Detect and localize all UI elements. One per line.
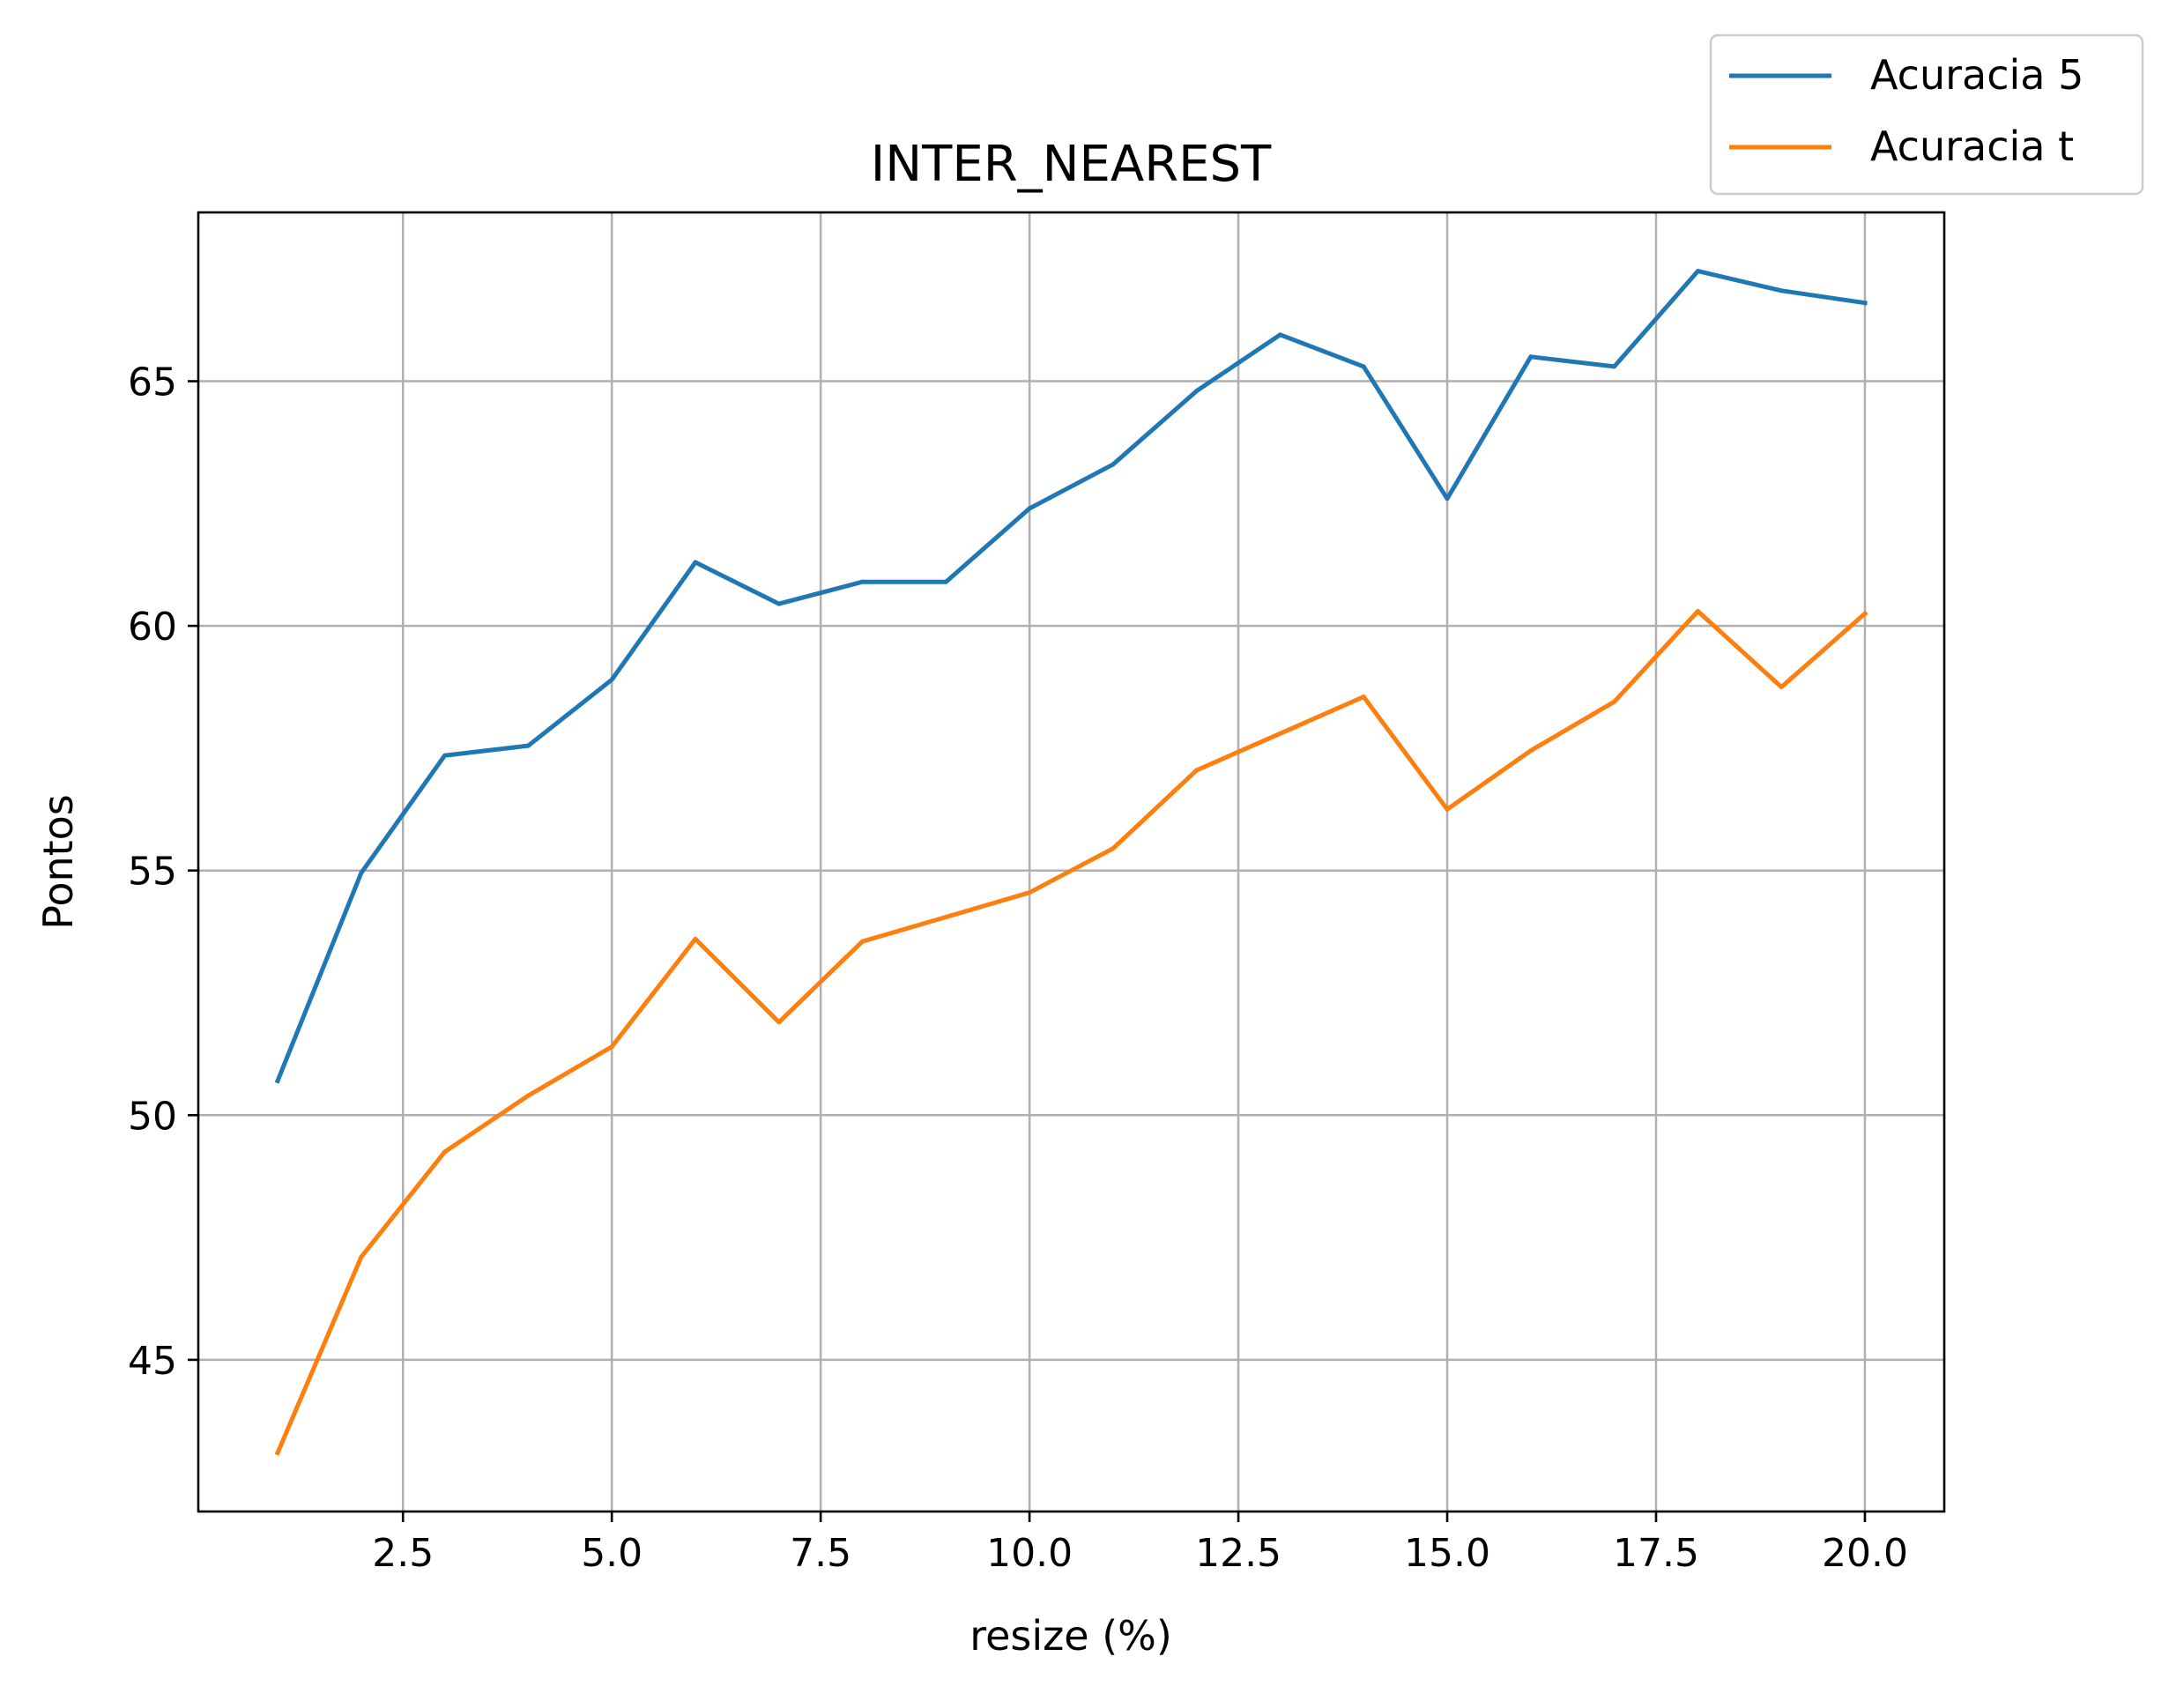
data-point-acuracia-5 (1027, 506, 1032, 511)
data-point-acuracia-5 (525, 743, 531, 748)
data-point-acuracia-t (1445, 806, 1450, 812)
x-tick-label-7-5: 7.5 (790, 1531, 851, 1576)
plot-frame (197, 211, 1946, 1513)
data-point-acuracia-5 (359, 870, 364, 875)
data-point-acuracia-5 (1361, 364, 1366, 369)
data-point-acuracia-5 (1194, 389, 1200, 394)
axis-ticks: 2.5 5.0 7.5 10.0 12.5 15.0 17.5 20.0 45 50 55 60 65 (128, 360, 1908, 1576)
data-point-acuracia-t (860, 939, 865, 944)
data-point-acuracia-5 (776, 601, 782, 606)
data-point-acuracia-5 (1779, 288, 1784, 293)
data-point-acuracia-5 (1111, 462, 1116, 467)
data-point-acuracia-t (442, 1149, 448, 1155)
data-point-acuracia-5 (860, 579, 865, 584)
y-tick-label-45: 45 (128, 1339, 177, 1384)
data-point-acuracia-t (1612, 699, 1617, 704)
data-point-acuracia-t (1194, 768, 1200, 773)
data-point-acuracia-t (1277, 731, 1282, 736)
y-tick-label-50: 50 (128, 1094, 177, 1139)
data-point-acuracia-t (359, 1254, 364, 1259)
data-point-acuracia-t (1111, 846, 1116, 851)
x-tick-label-2-5: 2.5 (372, 1531, 434, 1576)
data-point-acuracia-t (1361, 695, 1366, 700)
data-point-acuracia-5 (1445, 496, 1450, 501)
data-point-acuracia-t (1862, 611, 1868, 616)
data-point-acuracia-t (776, 1020, 782, 1025)
x-tick-label-15-0: 15.0 (1404, 1531, 1490, 1576)
data-point-acuracia-t (1695, 608, 1700, 613)
legend-label-acuracia-t: Acuracia t (1870, 123, 2074, 170)
legend-label-acuracia-5: Acuracia 5 (1870, 51, 2084, 99)
series-line-acuracia-t (274, 609, 1868, 1456)
series-lines (274, 269, 1868, 1456)
data-point-acuracia-5 (442, 753, 448, 758)
x-tick-label-5-0: 5.0 (581, 1531, 643, 1576)
data-point-acuracia-t (943, 914, 948, 919)
x-tick-label-20-0: 20.0 (1822, 1531, 1908, 1576)
data-point-acuracia-t (693, 936, 698, 941)
data-point-acuracia-5 (609, 677, 614, 682)
data-point-acuracia-t (275, 1450, 280, 1455)
data-point-acuracia-5 (1612, 364, 1617, 369)
data-point-acuracia-t (609, 1044, 614, 1050)
data-point-acuracia-t (1027, 890, 1032, 895)
data-point-acuracia-5 (275, 1078, 280, 1083)
data-point-acuracia-5 (1695, 269, 1700, 274)
x-tick-label-12-5: 12.5 (1195, 1531, 1281, 1576)
x-tick-label-17-5: 17.5 (1613, 1531, 1699, 1576)
data-point-acuracia-5 (1862, 301, 1868, 306)
data-point-acuracia-5 (693, 560, 698, 565)
y-tick-label-55: 55 (128, 850, 177, 895)
x-tick-label-10-0: 10.0 (986, 1531, 1073, 1576)
data-point-acuracia-5 (943, 579, 948, 584)
y-axis-label: Pontos (34, 794, 82, 930)
series-line-acuracia-5 (274, 269, 1868, 1084)
legend: Acuracia 5 Acuracia t (1709, 33, 2144, 196)
data-point-acuracia-5 (1277, 332, 1282, 338)
y-tick-label-60: 60 (128, 605, 177, 650)
plot-area-background (198, 212, 1944, 1512)
data-point-acuracia-t (525, 1093, 531, 1098)
x-axis-label: resize (%) (969, 1612, 1172, 1660)
data-point-acuracia-5 (1528, 354, 1534, 360)
y-tick-label-65: 65 (128, 360, 177, 405)
chart-title: INTER_NEAREST (871, 136, 1272, 193)
data-point-acuracia-t (1528, 748, 1534, 754)
data-point-acuracia-t (1779, 685, 1784, 690)
